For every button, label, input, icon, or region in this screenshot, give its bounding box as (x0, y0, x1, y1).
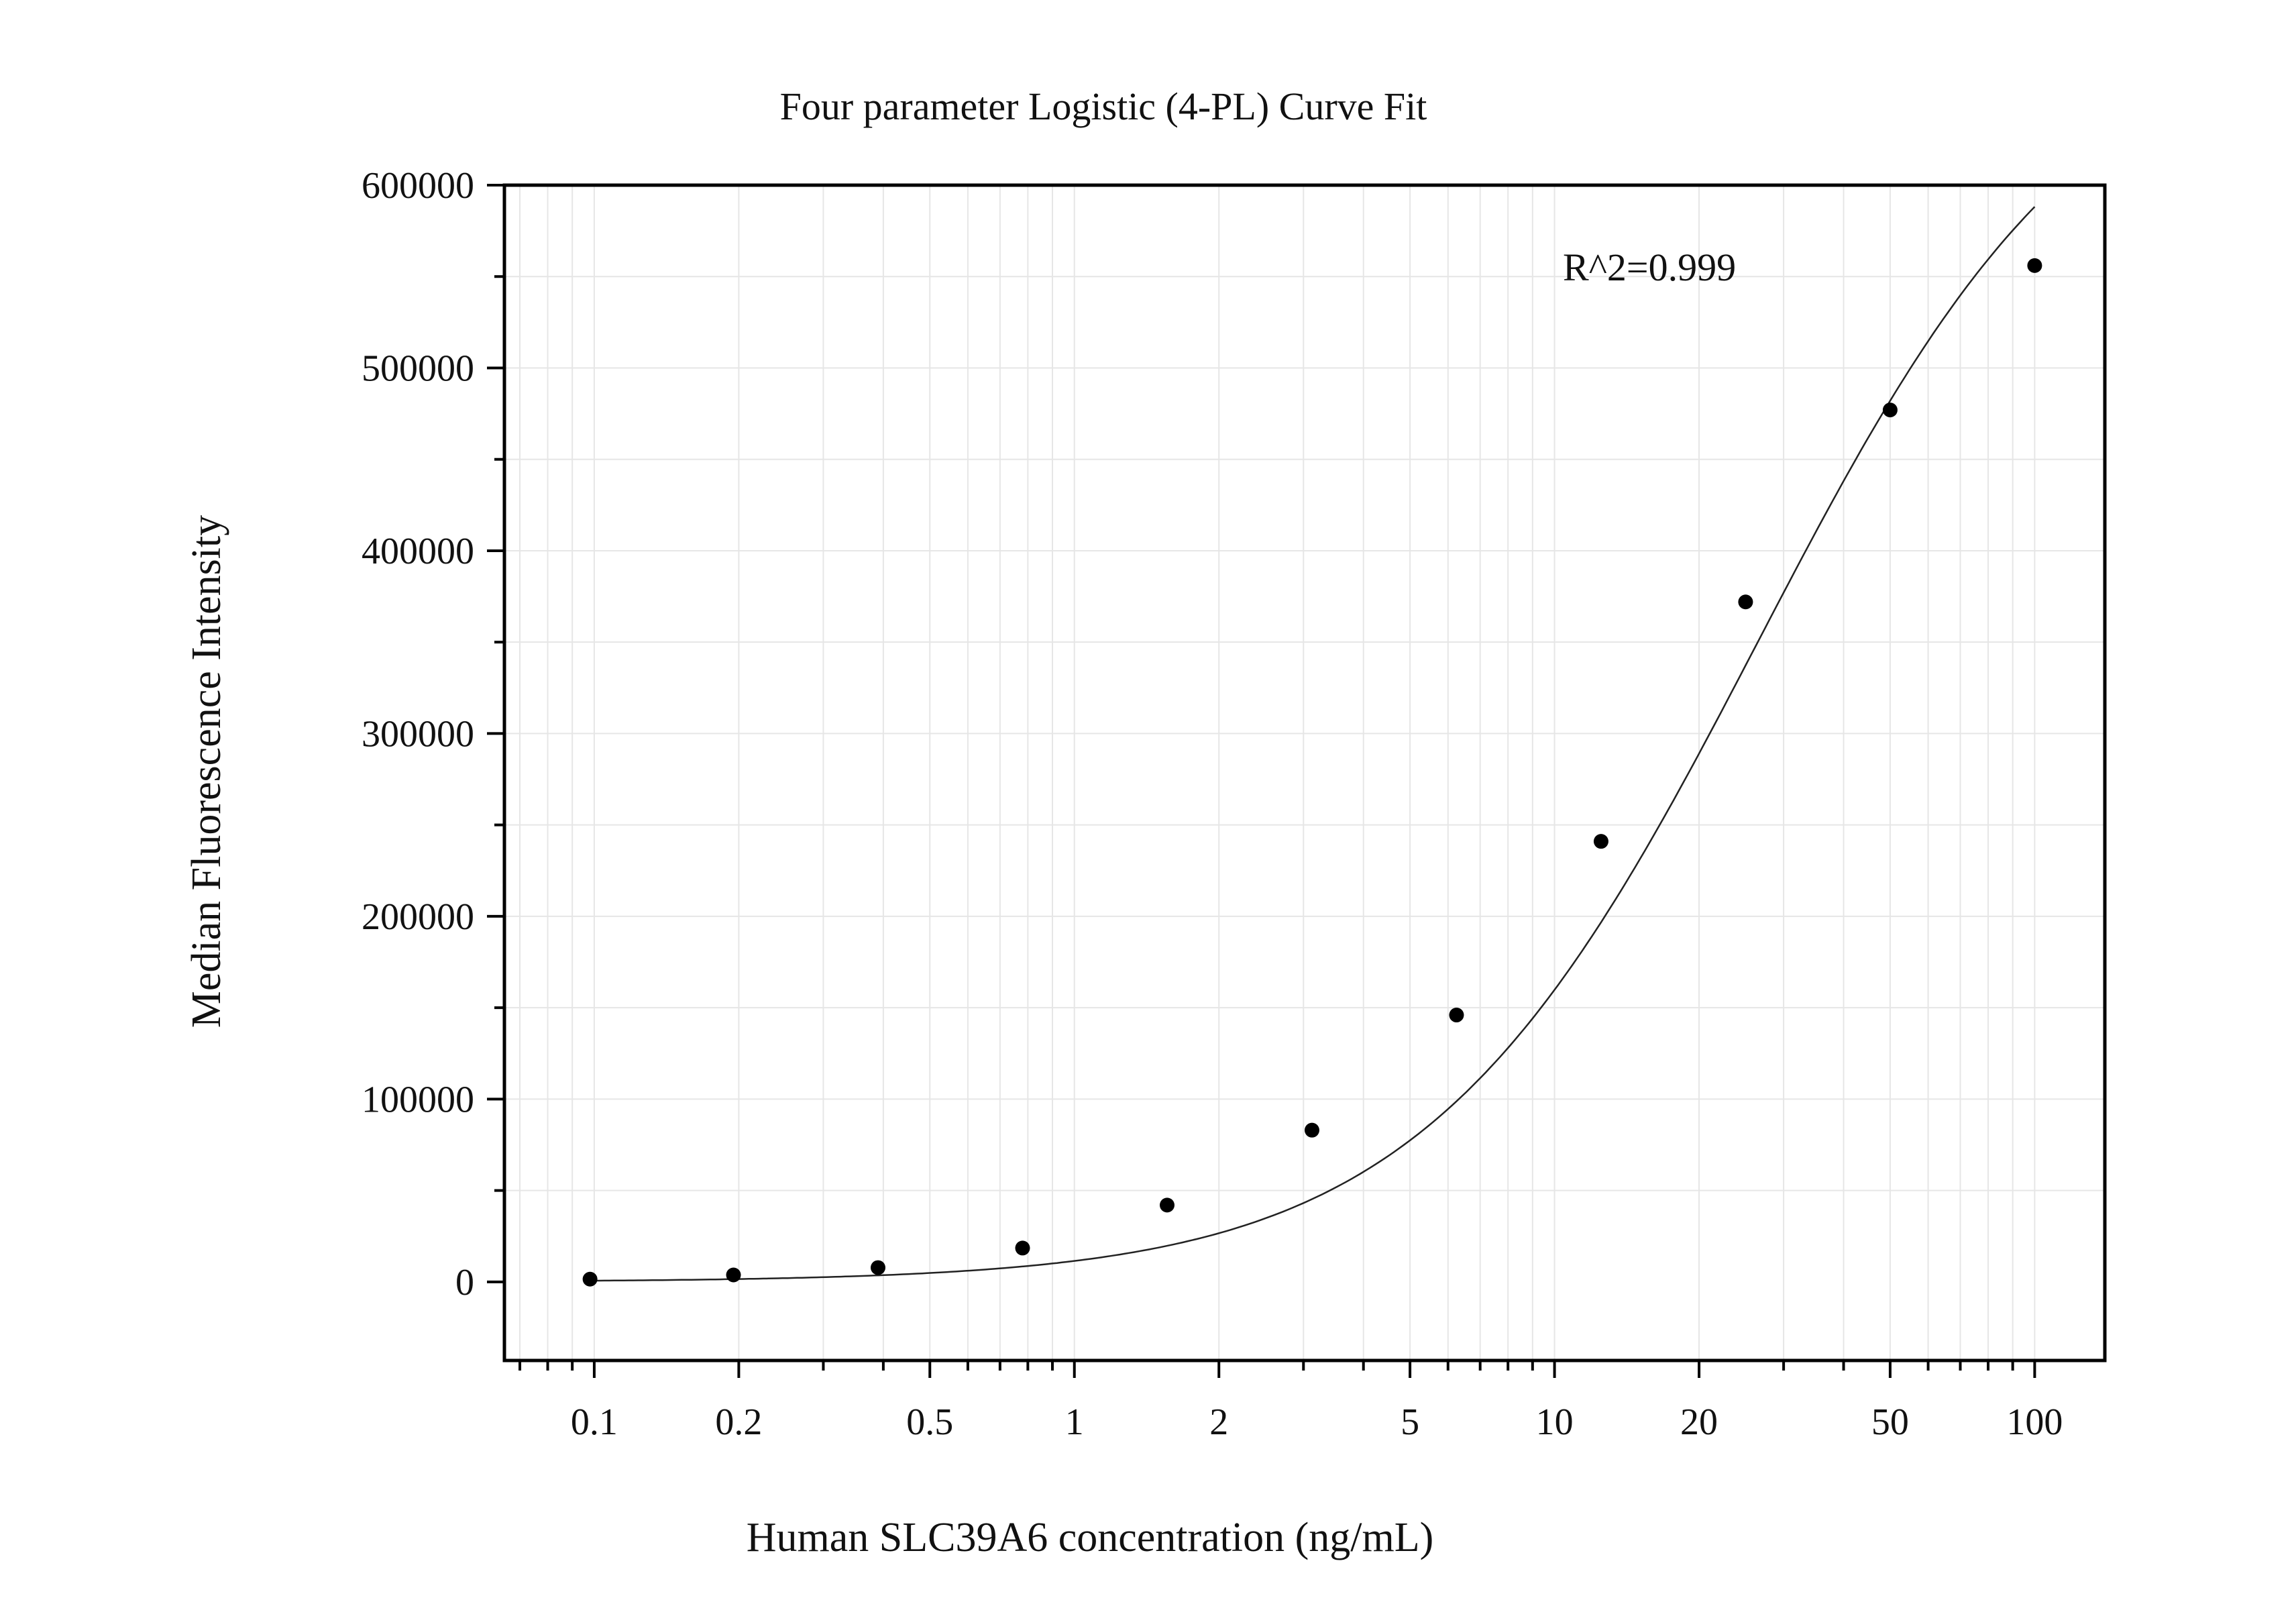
x-tick-label: 0.2 (715, 1401, 762, 1443)
grid (504, 185, 2105, 1360)
y-tick-labels: 0 100000 200000 300000 400000 500000 600000 (362, 165, 474, 1303)
chart-title: Four parameter Logistic (4-PL) Curve Fit (780, 85, 1427, 128)
x-tick-label: 1 (1065, 1401, 1084, 1443)
y-tick-label: 600000 (362, 165, 474, 207)
x-axis-label: Human SLC39A6 concentration (ng/mL) (747, 1515, 1434, 1560)
data-points (582, 258, 2042, 1287)
data-point (1593, 834, 1608, 849)
data-point (1449, 1008, 1464, 1023)
r-squared-annotation: R^2=0.999 (1563, 246, 1736, 289)
y-axis-label: Median Fluorescence Intensity (184, 515, 229, 1028)
x-tick-label: 0.1 (571, 1401, 618, 1443)
y-tick-label: 300000 (362, 713, 474, 755)
data-point (726, 1267, 741, 1283)
x-tick-label: 10 (1536, 1401, 1574, 1443)
data-point (1159, 1197, 1174, 1213)
data-point (2027, 258, 2042, 273)
y-tick-label: 0 (455, 1262, 474, 1303)
x-tick-label: 50 (1871, 1401, 1909, 1443)
data-point (1304, 1122, 1319, 1138)
y-tick-label: 400000 (362, 531, 474, 572)
y-tick-label: 200000 (362, 896, 474, 938)
data-point (871, 1260, 886, 1275)
y-tick-label: 500000 (362, 347, 474, 389)
y-tick-label: 100000 (362, 1079, 474, 1120)
fit-curve (590, 206, 2036, 1282)
axis-ticks (487, 184, 2036, 1378)
x-tick-labels: 0.1 0.2 0.5 1 2 5 10 20 50 100 (571, 1401, 2063, 1443)
data-point (1738, 594, 1753, 610)
data-point (1882, 403, 1898, 418)
data-point (1015, 1240, 1030, 1256)
x-tick-label: 100 (2006, 1401, 2063, 1443)
x-tick-label: 5 (1401, 1401, 1419, 1443)
x-tick-label: 0.5 (906, 1401, 953, 1443)
data-point (582, 1271, 598, 1287)
x-tick-label: 2 (1209, 1401, 1228, 1443)
x-tick-label: 20 (1680, 1401, 1718, 1443)
